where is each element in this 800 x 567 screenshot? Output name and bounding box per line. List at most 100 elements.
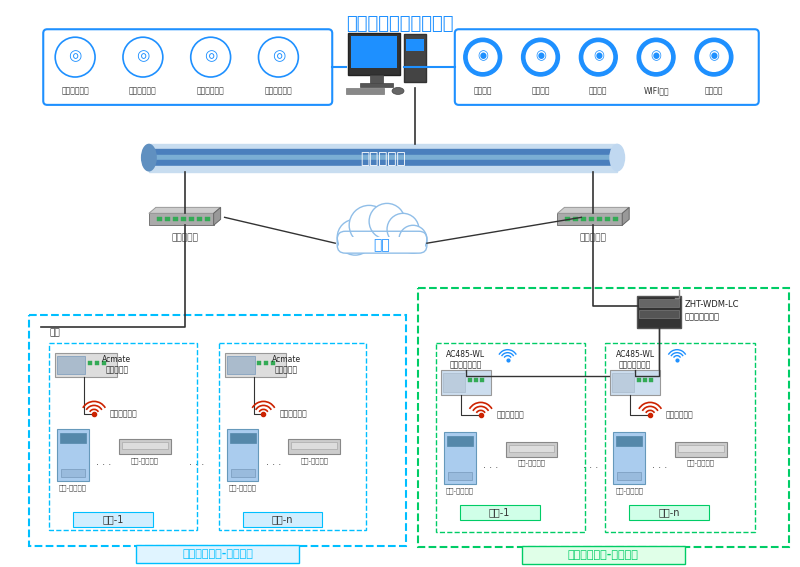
Bar [218, 342, 366, 530]
Text: ◉: ◉ [593, 50, 604, 62]
Text: . . .: . . . [582, 460, 598, 470]
Bar [226, 356, 254, 374]
Circle shape [579, 38, 618, 76]
Text: 网络交换机: 网络交换机 [171, 233, 198, 242]
Bar [242, 512, 322, 527]
Bar [157, 217, 162, 221]
Bar [50, 342, 197, 530]
Text: 教室-挂机空调: 教室-挂机空调 [687, 459, 715, 466]
Text: ◉: ◉ [709, 50, 719, 62]
Text: ◉: ◉ [535, 50, 546, 62]
Bar [406, 39, 424, 51]
Bar [55, 353, 117, 376]
Bar [197, 217, 202, 221]
Text: ◉: ◉ [650, 50, 662, 62]
Polygon shape [149, 208, 221, 213]
Circle shape [399, 225, 427, 253]
Bar [230, 433, 255, 443]
Bar [509, 445, 554, 452]
Text: 教室-柜机空调: 教室-柜机空调 [229, 484, 257, 490]
Bar [165, 217, 170, 221]
Text: 教室-1: 教室-1 [102, 514, 124, 524]
Bar [614, 432, 645, 484]
Text: 空调能耗报表: 空调能耗报表 [265, 86, 292, 95]
Bar [630, 505, 709, 520]
Bar [189, 217, 194, 221]
Text: . . .: . . . [189, 457, 204, 467]
Bar [460, 505, 539, 520]
Text: 空调自动控制: 空调自动控制 [197, 86, 225, 95]
Bar [606, 342, 754, 532]
Bar [95, 361, 99, 365]
Text: 温度控制: 温度控制 [474, 86, 492, 95]
Bar [288, 439, 340, 454]
Bar [441, 370, 490, 395]
Bar [616, 436, 642, 446]
Bar [61, 469, 85, 477]
Text: ◎: ◎ [272, 49, 285, 64]
Bar [474, 378, 478, 382]
Text: 教室-挂机空调: 教室-挂机空调 [131, 457, 159, 464]
Text: . . .: . . . [266, 457, 281, 467]
Bar [637, 378, 641, 382]
Bar [348, 33, 400, 75]
Bar [360, 83, 393, 87]
Text: . . .: . . . [483, 460, 498, 470]
Circle shape [699, 42, 729, 72]
Bar [136, 545, 299, 562]
Bar [590, 217, 594, 221]
Text: 空调异常告警: 空调异常告警 [129, 86, 157, 95]
Text: ◎: ◎ [204, 49, 218, 64]
Bar [265, 361, 269, 365]
Bar [468, 378, 472, 382]
Circle shape [695, 38, 733, 76]
Text: Acmate
空调控制器: Acmate 空调控制器 [272, 354, 301, 375]
Bar [57, 356, 85, 374]
Bar [610, 370, 660, 395]
Polygon shape [214, 208, 221, 225]
Text: 断电记忆: 断电记忆 [589, 86, 607, 95]
Text: . . .: . . . [653, 460, 668, 470]
Text: 红外控制信号: 红外控制信号 [666, 411, 694, 420]
Bar [566, 217, 570, 221]
Polygon shape [558, 208, 630, 213]
Text: 红外控制信号: 红外控制信号 [110, 410, 138, 419]
Bar [436, 342, 586, 532]
Bar [522, 545, 685, 564]
Text: 宿舍-n: 宿舍-n [658, 507, 680, 517]
Bar [205, 217, 210, 221]
Ellipse shape [610, 143, 626, 172]
Circle shape [369, 204, 405, 239]
Bar [618, 472, 641, 480]
FancyBboxPatch shape [43, 29, 332, 105]
Bar [639, 310, 679, 318]
Text: AC485-WL
无线空调控制器: AC485-WL 无线空调控制器 [616, 350, 654, 370]
Circle shape [583, 42, 614, 72]
Text: 空调集中管理-无线组网: 空调集中管理-无线组网 [568, 549, 638, 560]
Text: 空调状态监控: 空调状态监控 [62, 86, 89, 95]
Text: 空调集中管理-有线组网: 空调集中管理-有线组网 [182, 549, 253, 558]
Text: 内网: 内网 [374, 238, 390, 252]
Text: 智能感光: 智能感光 [705, 86, 723, 95]
Bar [606, 217, 610, 221]
Ellipse shape [141, 143, 157, 172]
Circle shape [522, 38, 559, 76]
Bar [448, 472, 472, 480]
Bar [675, 442, 727, 457]
Polygon shape [149, 213, 214, 225]
Bar [291, 442, 338, 449]
Bar [149, 166, 618, 172]
Bar [346, 88, 384, 94]
Circle shape [387, 213, 419, 245]
Bar [506, 442, 558, 457]
Text: ◎: ◎ [136, 49, 150, 64]
Text: 网线: 网线 [50, 328, 60, 337]
Bar [418, 288, 789, 547]
Bar [351, 36, 397, 68]
Text: 学校空调集中管理系统: 学校空调集中管理系统 [346, 15, 454, 33]
Bar [258, 361, 262, 365]
Text: 红外控制信号: 红外控制信号 [279, 410, 307, 419]
Bar [102, 361, 106, 365]
Bar [30, 315, 406, 545]
Bar [60, 433, 86, 443]
